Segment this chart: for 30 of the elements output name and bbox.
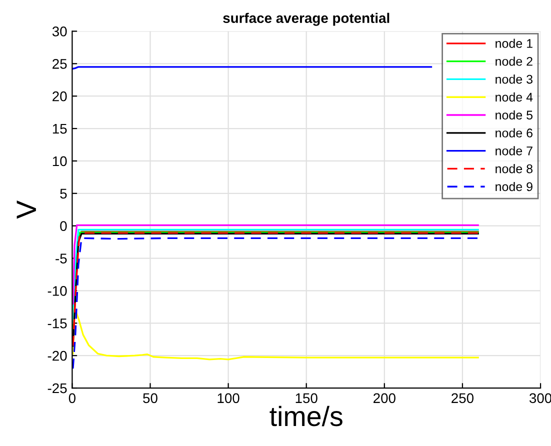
y-tick-label: 30 [52, 26, 67, 36]
y-tick-label: 20 [52, 91, 67, 102]
y-axis-title: V [16, 200, 36, 219]
y-tick-label: -5 [56, 254, 67, 264]
y-tick-label: -25 [48, 383, 67, 394]
x-tick-label: 50 [143, 393, 158, 404]
y-tick-label: 10 [52, 156, 67, 166]
legend-label: node 9 [496, 182, 532, 192]
legend-label: node 1 [496, 38, 532, 48]
y-tick-label: -15 [48, 318, 67, 328]
legend-label: node 8 [496, 164, 532, 174]
y-tick-label: -20 [48, 350, 67, 361]
chart-title: surface average potential [223, 12, 390, 26]
x-axis-title: time/s [270, 406, 342, 426]
x-tick-label: 250 [452, 393, 474, 404]
y-tick-label: -10 [48, 286, 67, 296]
y-tick-label: 5 [60, 188, 67, 199]
y-tick-label: 0 [60, 221, 67, 232]
y-tick-label: 15 [52, 124, 67, 134]
x-tick-label: 200 [374, 393, 396, 404]
legend-label: node 2 [496, 56, 532, 66]
legend-label: node 4 [496, 92, 533, 102]
legend-label: node 7 [496, 146, 532, 156]
x-tick-label: 0 [68, 393, 76, 404]
y-tick-label: 25 [52, 58, 67, 69]
legend-label: node 5 [496, 110, 533, 120]
x-tick-label: 150 [296, 393, 318, 404]
x-tick-label: 100 [218, 393, 240, 404]
legend-label: node 3 [496, 74, 532, 84]
legend-label: node 6 [496, 128, 532, 138]
